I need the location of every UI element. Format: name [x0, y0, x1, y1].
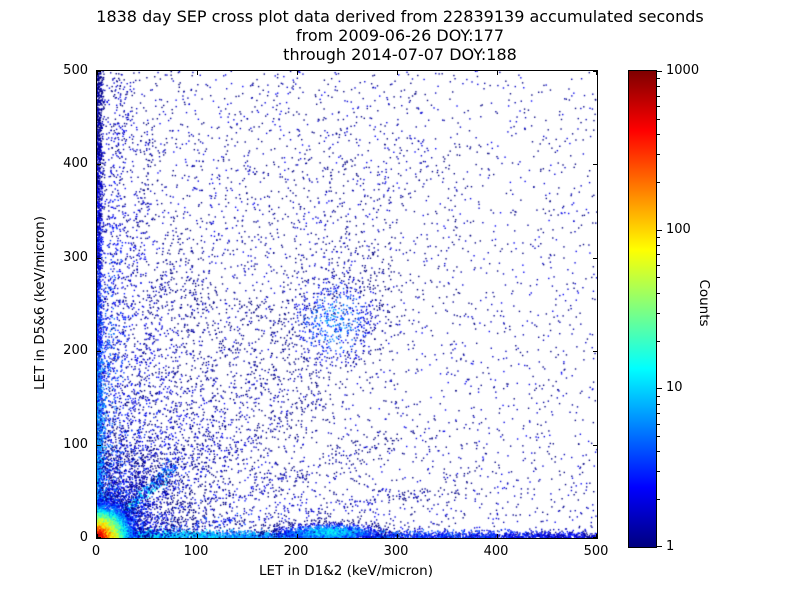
- plot-area: [96, 70, 598, 539]
- y-tick: [97, 351, 101, 353]
- x-tick: [97, 71, 98, 75]
- y-tick: [593, 444, 597, 446]
- colorbar-minor-tick: [657, 106, 660, 108]
- chart-title-line-3: through 2014-07-07 DOY:188: [283, 45, 517, 64]
- x-tick-label: 0: [91, 544, 101, 559]
- colorbar-minor-tick: [657, 395, 660, 397]
- x-tick: [297, 534, 298, 538]
- x-tick: [197, 534, 198, 538]
- y-tick-label: 200: [63, 343, 88, 359]
- colorbar-minor-tick: [657, 340, 660, 342]
- y-tick-label: 100: [63, 436, 88, 452]
- colorbar-tick-label: 1: [666, 539, 675, 554]
- chart-title-line-2: from 2009-06-26 DOY:177: [295, 26, 504, 45]
- x-tick: [197, 71, 198, 75]
- colorbar-minor-tick: [657, 277, 660, 279]
- chart-title-line-1: 1838 day SEP cross plot data derived fro…: [96, 7, 704, 26]
- x-tick-label: 400: [483, 544, 509, 559]
- colorbar-minor-tick: [657, 436, 660, 438]
- colorbar-tick: [657, 546, 662, 547]
- x-tick: [97, 534, 98, 538]
- x-tick: [397, 534, 398, 538]
- colorbar-minor-tick: [657, 153, 660, 155]
- y-tick-label: 500: [63, 63, 88, 78]
- colorbar-minor-tick: [657, 451, 660, 453]
- colorbar-minor-tick: [657, 312, 660, 314]
- scatter-canvas: [97, 71, 597, 538]
- colorbar-label: Counts: [696, 279, 712, 327]
- colorbar-minor-tick: [657, 78, 660, 80]
- y-tick: [97, 257, 101, 259]
- colorbar-minor-tick: [657, 292, 660, 294]
- x-tick: [497, 534, 498, 538]
- y-tick-label: 0: [79, 530, 88, 545]
- colorbar-gradient: [629, 71, 656, 547]
- colorbar-minor-tick: [657, 471, 660, 473]
- x-tick-label: 200: [283, 544, 309, 559]
- colorbar-minor-tick: [657, 236, 660, 238]
- colorbar-tick: [657, 388, 662, 390]
- colorbar-minor-tick: [657, 181, 660, 183]
- colorbar-tick-label: 1000: [666, 63, 700, 78]
- y-tick: [97, 71, 101, 72]
- colorbar-tick: [657, 71, 662, 72]
- x-tick-label: 500: [583, 544, 609, 559]
- colorbar: [628, 70, 657, 548]
- colorbar-tick-label: 10: [666, 380, 683, 396]
- y-axis-label: LET in D5&6 (keV/micron): [32, 216, 48, 390]
- colorbar-minor-tick: [657, 254, 660, 256]
- colorbar-minor-tick: [657, 264, 660, 266]
- y-tick: [97, 444, 101, 446]
- colorbar-tick: [657, 229, 662, 231]
- y-tick: [593, 164, 597, 166]
- y-tick: [593, 351, 597, 353]
- x-tick: [397, 71, 398, 75]
- y-tick: [97, 537, 101, 538]
- x-tick: [596, 534, 597, 538]
- colorbar-minor-tick: [657, 423, 660, 425]
- colorbar-minor-tick: [657, 412, 660, 414]
- y-tick-label: 400: [63, 156, 88, 172]
- x-tick: [497, 71, 498, 75]
- y-tick: [593, 257, 597, 259]
- x-tick: [297, 71, 298, 75]
- x-tick: [596, 71, 597, 75]
- colorbar-minor-tick: [657, 95, 660, 97]
- colorbar-minor-tick: [657, 86, 660, 88]
- y-tick-label: 300: [63, 249, 88, 265]
- colorbar-minor-tick: [657, 403, 660, 405]
- y-tick: [593, 71, 597, 72]
- x-axis-label: LET in D1&2 (keV/micron): [259, 563, 433, 579]
- x-tick-label: 100: [183, 544, 209, 559]
- colorbar-minor-tick: [657, 245, 660, 247]
- colorbar-minor-tick: [657, 499, 660, 501]
- colorbar-minor-tick: [657, 118, 660, 120]
- y-tick: [97, 164, 101, 166]
- colorbar-minor-tick: [657, 134, 660, 136]
- colorbar-tick-label: 100: [666, 221, 691, 237]
- y-tick: [593, 537, 597, 538]
- x-tick-label: 300: [383, 544, 409, 559]
